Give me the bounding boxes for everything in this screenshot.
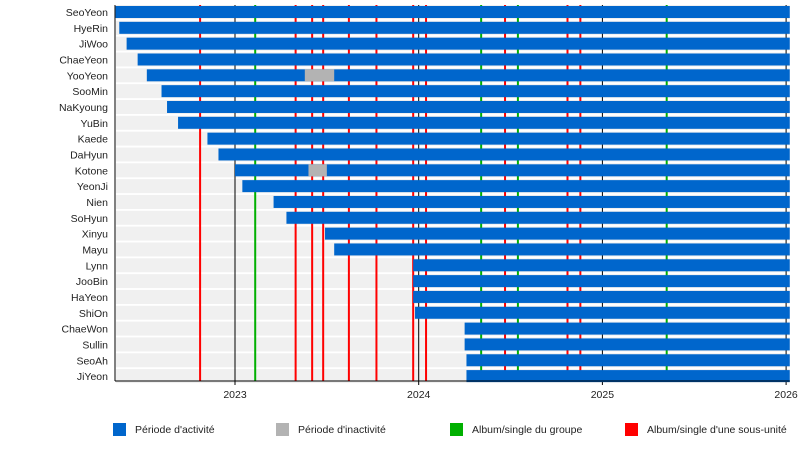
member-label: NaKyoung: [59, 102, 108, 114]
active-period-bar: [178, 116, 790, 129]
member-label: SoHyun: [71, 213, 109, 225]
member-label: Kaede: [78, 134, 109, 146]
x-axis: 2023 2024 2025 2026: [114, 5, 798, 401]
active-period-bar: [286, 211, 790, 224]
x-tick-label: 2023: [223, 389, 247, 401]
member-label: Lynn: [86, 260, 109, 272]
member-label: Nien: [86, 197, 108, 209]
legend-swatch: [450, 423, 463, 436]
active-period-bar: [334, 243, 790, 256]
active-period-bar: [119, 21, 790, 34]
active-period-bar: [167, 100, 790, 113]
active-period-bar: [242, 180, 790, 193]
active-period-bar: [464, 338, 790, 351]
member-label: SooMin: [72, 86, 108, 98]
active-period-bar: [207, 132, 790, 145]
member-label: HyeRin: [74, 23, 109, 35]
member-label: ChaeYeon: [59, 54, 108, 66]
active-period-bar: [413, 275, 790, 288]
active-period-bar: [126, 37, 790, 50]
active-period-bar: [466, 354, 790, 367]
member-label: DaHyun: [70, 149, 108, 161]
legend-label: Période d'activité: [135, 424, 215, 436]
member-label: HaYeon: [71, 292, 108, 304]
legend-label: Album/single d'une sous-unité: [647, 424, 787, 436]
member-label: Kotone: [75, 165, 108, 177]
active-period-bar: [415, 306, 790, 319]
x-tick-label: 2024: [407, 389, 431, 401]
member-label: JiWoo: [79, 39, 108, 51]
active-period-bar: [218, 148, 790, 161]
member-label: YuBin: [81, 118, 109, 130]
x-tick-label: 2025: [591, 389, 615, 401]
inactive-period-bar: [308, 164, 327, 177]
active-period-bar: [115, 6, 790, 18]
active-period-bar: [464, 322, 790, 335]
active-period-bar: [466, 370, 790, 383]
legend-swatch: [625, 423, 638, 436]
member-label: ChaeWon: [61, 324, 108, 336]
member-label: ShiOn: [79, 308, 108, 320]
legend: Période d'activité Période d'inactivité Al…: [113, 423, 787, 436]
member-label: JiYeon: [77, 371, 108, 383]
legend-swatch: [276, 423, 289, 436]
legend-label: Album/single du groupe: [472, 424, 582, 436]
active-period-bar: [161, 85, 790, 98]
active-period-bar: [146, 69, 790, 82]
member-label: YooYeon: [67, 70, 108, 82]
active-period-bar: [273, 195, 790, 208]
active-period-bar: [413, 290, 790, 303]
member-label: SeoAh: [76, 355, 108, 367]
active-period-bar: [413, 259, 790, 272]
inactive-period-bar: [304, 69, 335, 82]
member-bars: [115, 6, 790, 383]
active-period-bar: [235, 164, 790, 177]
active-period-bar: [325, 227, 790, 240]
active-period-bar: [137, 53, 790, 66]
member-label: Xinyu: [82, 229, 108, 241]
legend-swatch: [113, 423, 126, 436]
year-gridlines: [234, 5, 787, 385]
member-label: Sullin: [82, 339, 108, 351]
member-label: SeoYeon: [66, 7, 108, 19]
release-lines: [199, 5, 668, 381]
member-label: YeonJi: [77, 181, 108, 193]
member-label: JooBin: [76, 276, 108, 288]
member-label: Mayu: [82, 244, 108, 256]
x-tick-label: 2026: [774, 389, 798, 401]
legend-label: Période d'inactivité: [298, 424, 386, 436]
member-labels: SeoYeon HyeRin JiWoo ChaeYeon YooYeon SooMin N…: [59, 7, 108, 383]
